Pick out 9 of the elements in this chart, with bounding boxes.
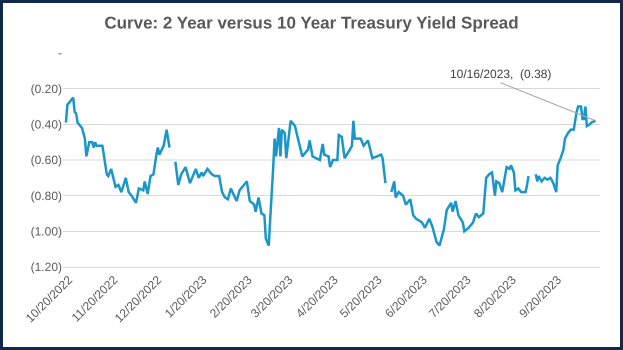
y-tick-label: (0.80): [30, 188, 62, 203]
y-tick-label: -: [58, 46, 62, 60]
annotation: 10/16/2023, (0.38): [450, 67, 552, 81]
chart-title: Curve: 2 Year versus 10 Year Treasury Yield Spread: [104, 14, 519, 33]
y-tick-label: (1.00): [30, 224, 62, 239]
y-tick-label: (1.20): [30, 260, 62, 274]
y-tick-label: (0.20): [30, 82, 62, 96]
y-tick-label: (0.60): [30, 153, 62, 168]
y-tick-label: (0.40): [30, 118, 62, 132]
